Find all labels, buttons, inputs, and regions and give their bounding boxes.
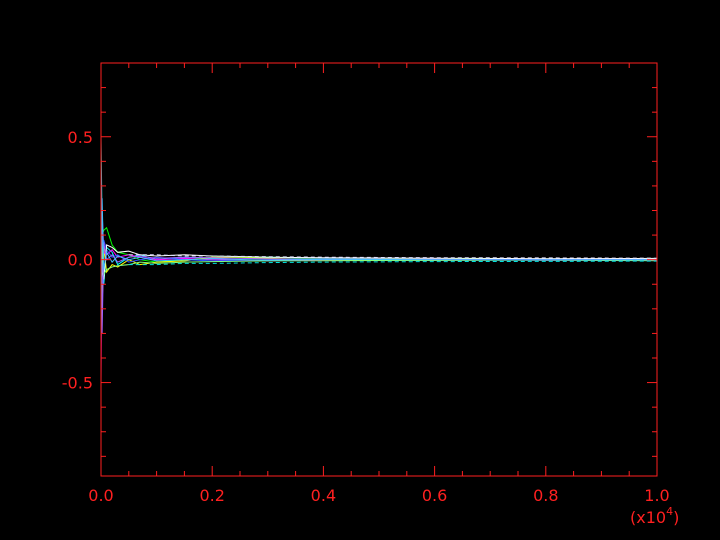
series-line [100,210,658,383]
series-line [100,226,658,334]
x-tick-label: 0.6 [422,486,447,505]
series-line [100,247,658,309]
series-line [100,185,658,309]
plot-frame [100,62,658,477]
x-tick-label: 0.8 [533,486,558,505]
y-tick-label: 0.0 [68,251,93,270]
x-tick-label: 0.0 [88,486,113,505]
series-line [100,161,658,334]
x-scale-base: (x10 [630,508,666,527]
x-scale-exponent: 4 [666,505,673,518]
x-scale-label: (x104) [630,505,679,527]
y-tick-label: -0.5 [62,374,93,393]
y-tick-label: 0.5 [68,128,93,147]
x-tick-label: 0.4 [311,486,336,505]
x-tick-label: 0.2 [199,486,224,505]
x-tick-label: 1.0 [644,486,669,505]
series-line [100,198,658,346]
x-scale-close: ) [673,508,679,527]
series-line [100,210,658,280]
